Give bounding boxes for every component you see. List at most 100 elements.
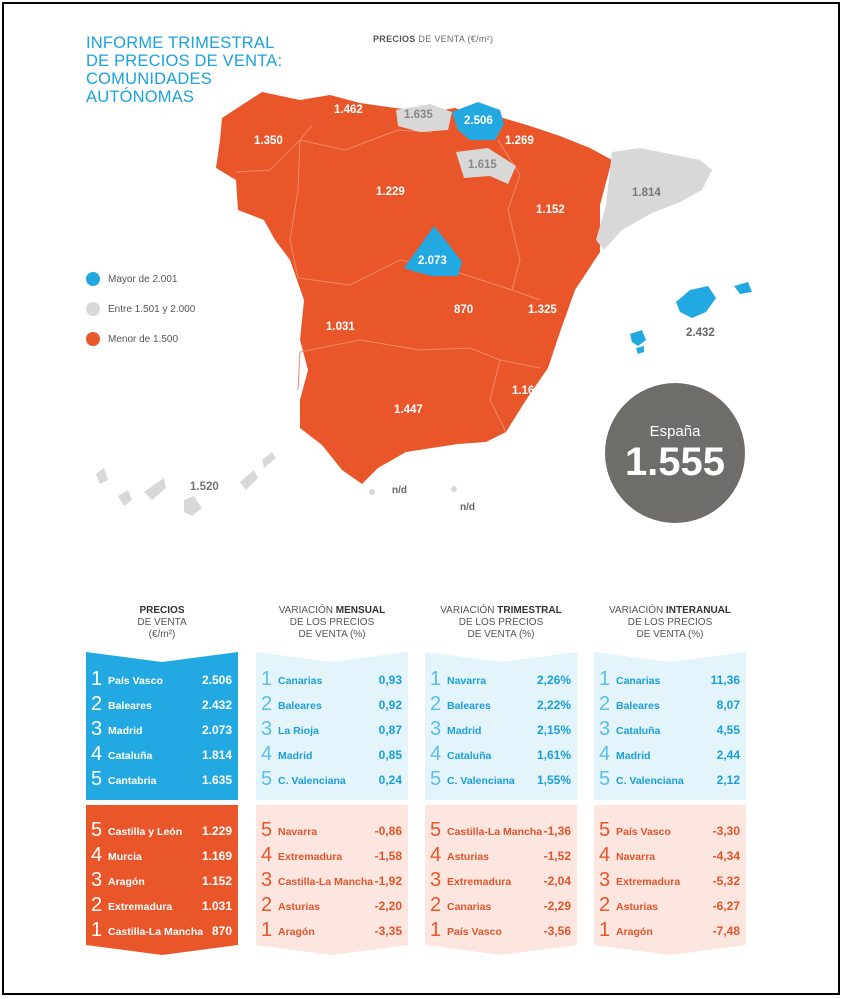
value-cantabria: 1.635 (404, 109, 433, 121)
ranking-row: 3 Madrid 2.073 (86, 718, 238, 742)
page-title: INFORME TRIMESTRAL DE PRECIOS DE VENTA: … (86, 34, 346, 106)
map-caption-bold: PRECIOS (373, 34, 416, 44)
rank-region-name: País Vasco (108, 675, 163, 687)
rank-number: 5 (599, 768, 611, 790)
espana-value: 1.555 (624, 440, 726, 484)
value-madrid: 2.073 (418, 255, 447, 267)
ranking-row: 1 Canarias 11,36 (594, 668, 746, 692)
rank-region-name: C. Valenciana (616, 775, 684, 787)
ranking-panel-top: 1 Canarias 11,36 2 Baleares 8,07 3 Cataluña 4,55… (594, 652, 746, 800)
value-canarias: 1.520 (190, 481, 219, 493)
rank-value: -0,86 (374, 824, 402, 838)
rank-value: 1.635 (201, 773, 232, 787)
rank-region-name: Navarra (447, 675, 487, 687)
rank-number: 1 (599, 919, 611, 941)
rank-region-name: Extremadura (278, 851, 343, 863)
legend-item-high: Mayor de 2.001 (86, 272, 195, 286)
ranking-row: 2 Baleares 0,92 (256, 693, 408, 717)
ranking-row: 4 Cataluña 1.814 (86, 743, 238, 767)
espana-label: España (649, 423, 701, 440)
col-head-precios-line2: DE VENTA (137, 617, 187, 628)
rank-value: 1.229 (201, 824, 232, 838)
cantabria-shape (396, 104, 452, 132)
rank-value: -2,29 (543, 899, 571, 913)
ranking-row: 5 Navarra -0,86 (256, 819, 408, 843)
rank-region-name: Cataluña (616, 725, 661, 737)
value-castilla-leon: 1.229 (376, 186, 405, 198)
rank-region-name: C. Valenciana (447, 775, 515, 787)
rank-number: 1 (599, 668, 611, 690)
rank-value: 4,55 (716, 723, 740, 737)
ranking-row: 1 Navarra 2,26% (425, 668, 577, 692)
rank-value: -1,58 (374, 849, 402, 863)
value-la-rioja: 1.615 (468, 159, 497, 171)
rank-value: 2,44 (716, 748, 740, 762)
value-galicia: 1.350 (254, 135, 283, 147)
value-pais-vasco: 2.506 (464, 115, 493, 127)
rank-number: 1 (430, 919, 442, 941)
ranking-row: 4 Asturias -1,52 (425, 844, 577, 868)
rank-region-name: Extremadura (616, 876, 681, 888)
value-aragon: 1.152 (536, 204, 565, 216)
rank-region-name: Navarra (616, 851, 656, 863)
rank-value: -4,34 (712, 849, 740, 863)
col-head-mensual: VARIACIÓN MENSUAL DE LOS PRECIOS DE VENT… (256, 605, 408, 641)
rank-value: 0,93 (378, 673, 402, 687)
col-head-precios-line3: (€/m²) (148, 629, 176, 640)
rank-region-name: Cantabria (108, 775, 157, 787)
legend-item-mid: Entre 1.501 y 2.000 (86, 302, 195, 316)
col-head-interanual: VARIACIÓN INTERANUAL DE LOS PRECIOS DE V… (594, 605, 746, 641)
ranking-row: 3 Madrid 2,15% (425, 718, 577, 742)
ranking-row: 2 Canarias -2,29 (425, 894, 577, 918)
title-line-4: AUTÓNOMAS (86, 88, 195, 106)
rank-value: 2,15% (536, 723, 571, 737)
ranking-row: 3 Extremadura -5,32 (594, 869, 746, 893)
ranking-row: 3 La Rioja 0,87 (256, 718, 408, 742)
ranking-row: 3 Cataluña 4,55 (594, 718, 746, 742)
ranking-panel-bottom: 5 Castilla-La Mancha -1,36 4 Asturias -1,52 3 E… (425, 805, 577, 955)
col-head-mensual-bold: MENSUAL (335, 605, 386, 616)
rank-value: 1.169 (201, 849, 232, 863)
title-line-3: COMUNIDADES (86, 70, 212, 88)
ranking-row: 4 Navarra -4,34 (594, 844, 746, 868)
rank-number: 4 (599, 844, 611, 866)
rank-region-name: Aragón (108, 876, 145, 888)
rank-region-name: Asturias (447, 851, 490, 863)
ranking-row: 1 Aragón -7,48 (594, 919, 746, 943)
rank-region-name: Baleares (278, 700, 322, 712)
rank-region-name: Canarias (278, 675, 323, 687)
rank-number: 1 (91, 919, 103, 941)
rank-value: 2.506 (201, 673, 232, 687)
rank-value: 870 (211, 924, 232, 938)
rank-number: 3 (430, 869, 442, 891)
ranking-row: 5 Castilla-La Mancha -1,36 (425, 819, 577, 843)
rank-number: 5 (430, 819, 442, 841)
rank-number: 3 (430, 718, 442, 740)
rank-number: 3 (599, 869, 611, 891)
value-cataluna: 1.814 (632, 187, 661, 199)
col-head-trimestral-bold: TRIMESTRAL (497, 605, 562, 616)
rank-number: 2 (430, 894, 442, 916)
col-head-mensual-pre: VARIACIÓN (278, 605, 336, 616)
rank-value: -3,56 (543, 924, 571, 938)
col-head-precios-bold: PRECIOS (139, 605, 185, 616)
rank-value: 0,24 (378, 773, 402, 787)
rank-value: 2,26% (536, 673, 571, 687)
ranking-row: 5 Castilla y León 1.229 (86, 819, 238, 843)
ranking-row: 5 C. Valenciana 0,24 (256, 768, 408, 792)
legend-label-mid: Entre 1.501 y 2.000 (108, 303, 196, 315)
value-navarra: 1.269 (505, 135, 534, 147)
rank-value: 2,12 (716, 773, 740, 787)
rank-number: 5 (91, 768, 103, 790)
rank-region-name: C. Valenciana (278, 775, 346, 787)
rank-number: 2 (599, 894, 611, 916)
rank-value: 0,92 (378, 698, 402, 712)
mainland-shape (216, 92, 612, 484)
rank-value: -2,04 (543, 874, 571, 888)
ranking-row: 2 Baleares 8,07 (594, 693, 746, 717)
rank-region-name: Castilla-La Mancha (278, 876, 374, 888)
col-head-interanual-bold: INTERANUAL (666, 605, 732, 616)
value-andalucia: 1.447 (394, 404, 423, 416)
rank-number: 5 (599, 819, 611, 841)
ranking-row: 1 País Vasco -3,56 (425, 919, 577, 943)
